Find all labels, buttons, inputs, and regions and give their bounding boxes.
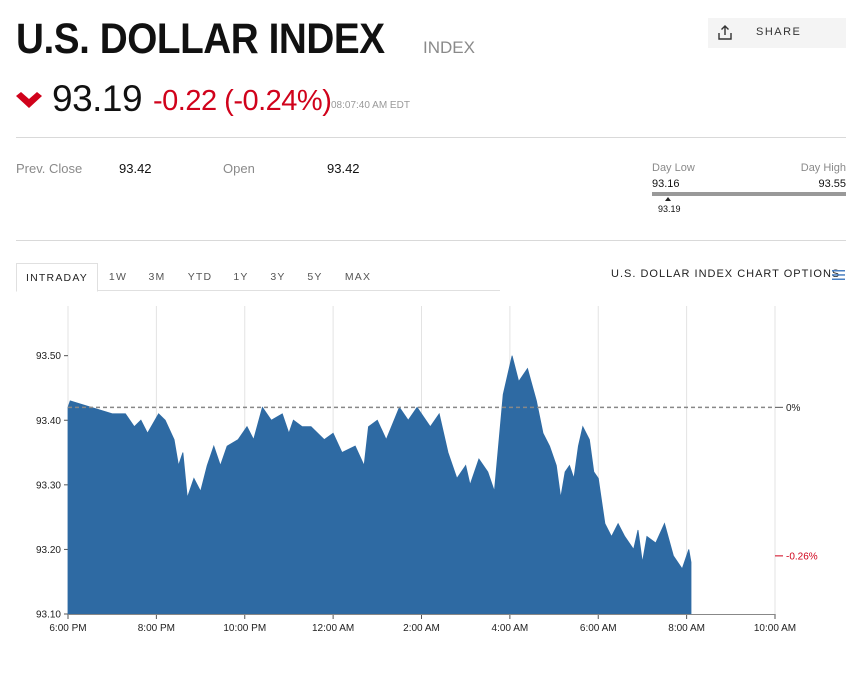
tab-ytd[interactable]: YTD (187, 271, 213, 283)
price-area (67, 355, 692, 615)
day-low-label: Day Low (652, 162, 695, 174)
day-range-marker (665, 197, 671, 201)
quote-timestamp: 08:07:40 AM EDT (331, 100, 410, 111)
x-tick-label: 6:00 PM (49, 623, 86, 634)
price-change: -0.22 (-0.24%) (153, 85, 332, 117)
tab-1w[interactable]: 1W (108, 271, 128, 283)
tab-3m[interactable]: 3M (148, 271, 166, 283)
chart-range-tabs: INTRADAY 1W 3M YTD 1Y 3Y 5Y MAX (16, 263, 500, 292)
x-tick-label: 6:00 AM (580, 623, 617, 634)
hamburger-menu-icon[interactable] (832, 270, 845, 280)
page-title: U.S. DOLLAR INDEX (16, 15, 385, 63)
share-upload-icon (718, 25, 732, 40)
tab-intraday[interactable]: INTRADAY (16, 263, 98, 292)
x-tick-label: 2:00 AM (403, 623, 440, 634)
day-range-bar (652, 192, 846, 196)
x-tick-label: 4:00 AM (492, 623, 529, 634)
share-label: SHARE (756, 26, 802, 38)
instrument-type: INDEX (423, 38, 475, 57)
x-tick-label: 8:00 AM (668, 623, 705, 634)
open-label: Open (223, 161, 255, 176)
day-high-value: 93.55 (818, 178, 846, 190)
x-tick-label: 8:00 PM (138, 623, 175, 634)
y-tick-label: 93.50 (36, 351, 61, 362)
y-tick-label: 93.40 (36, 416, 61, 427)
y-tick-label: 93.10 (36, 610, 61, 621)
day-low-value: 93.16 (652, 178, 680, 190)
y-tick-label: 93.20 (36, 545, 61, 556)
chevron-down-icon (16, 92, 42, 108)
intraday-chart: 6:00 PM 8:00 PM 10:00 PM 12:00 AM 2:00 AM 4:0… (36, 306, 818, 634)
divider (16, 137, 846, 138)
day-high-label: Day High (800, 162, 846, 174)
reference-label: 0% (786, 403, 801, 414)
prev-close-label: Prev. Close (16, 161, 83, 176)
tab-max[interactable]: MAX (344, 271, 372, 283)
tab-5y[interactable]: 5Y (307, 271, 323, 283)
x-tick-label: 12:00 AM (312, 623, 354, 634)
day-range-current-value: 93.19 (658, 204, 681, 214)
x-tick-label: 10:00 AM (754, 623, 796, 634)
prev-close-value: 93.42 (119, 161, 152, 176)
current-price: 93.19 (52, 78, 143, 119)
change-label: -0.26% (786, 551, 818, 562)
share-button[interactable]: SHARE (708, 18, 846, 48)
open-value: 93.42 (327, 161, 360, 176)
x-tick-label: 10:00 PM (223, 623, 266, 634)
tab-3y[interactable]: 3Y (270, 271, 286, 283)
divider (16, 240, 846, 241)
y-tick-label: 93.30 (36, 480, 61, 491)
chart-options-button[interactable]: U.S. DOLLAR INDEX CHART OPTIONS (611, 268, 841, 280)
tab-1y[interactable]: 1Y (233, 271, 249, 283)
